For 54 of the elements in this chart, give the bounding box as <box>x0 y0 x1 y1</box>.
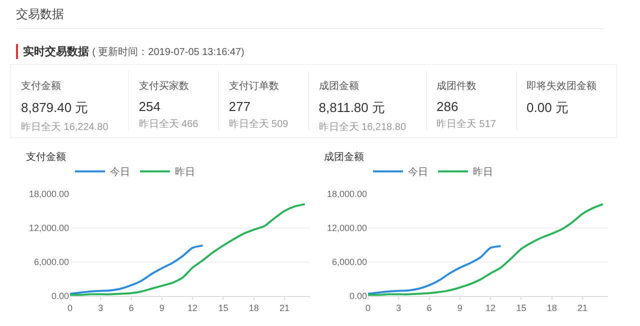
x-tick-label: 3 <box>396 302 402 313</box>
x-tick-label: 6 <box>426 302 432 313</box>
x-tick-label: 21 <box>279 302 290 313</box>
x-tick-label: 3 <box>98 302 104 313</box>
legend-label: 昨日 <box>473 166 493 178</box>
x-tick-label: 0 <box>365 302 371 313</box>
y-tick-label: 18,000.00 <box>28 189 69 200</box>
y-tick-label: 0.00 <box>349 291 367 302</box>
x-tick-label: 12 <box>486 302 496 313</box>
text: 286 <box>436 99 458 114</box>
x-tick-label: 15 <box>516 302 526 313</box>
text: 昨日全天 509 <box>228 118 290 131</box>
x-tick-label: 18 <box>248 302 259 313</box>
text: 交易数据 <box>16 6 64 23</box>
category-label: 成团金额 <box>318 80 360 93</box>
category-label: 支付买家数 <box>138 80 190 93</box>
x-tick-label: 0 <box>67 302 73 313</box>
category-label: 支付订单数 <box>228 80 280 93</box>
text: 昨日全天 517 <box>436 118 497 131</box>
legend-label: 昨日 <box>175 166 195 178</box>
chart-title: 支付金额 <box>26 150 66 163</box>
y-tick-label: 12,000.00 <box>326 223 367 234</box>
text: 实时交易数据 <box>23 46 89 58</box>
chart-title: 成团金额 <box>324 150 364 163</box>
text: 昨日全天 16,218.80 <box>318 121 408 134</box>
category-label: 即将失效团金额 <box>526 80 598 93</box>
x-tick-label: 21 <box>577 302 588 313</box>
line-series <box>70 203 306 296</box>
x-tick-label: 6 <box>128 302 134 313</box>
x-tick-label: 9 <box>457 302 462 313</box>
y-tick-label: 6,000.00 <box>34 257 69 268</box>
text: 277 <box>228 99 250 114</box>
line-series <box>368 245 502 295</box>
legend-label: 今日 <box>110 166 130 178</box>
text: 昨日全天 466 <box>138 118 200 131</box>
x-tick-label: 15 <box>218 302 228 313</box>
y-tick-label: 12,000.00 <box>28 223 69 234</box>
y-tick-label: 6,000.00 <box>332 257 367 268</box>
line-series <box>70 244 204 295</box>
text: 昨日全天 16,224.80 <box>21 121 110 134</box>
x-tick-label: 18 <box>546 302 557 313</box>
text: 0.00 元 <box>526 100 568 115</box>
legend-label: 今日 <box>408 166 428 178</box>
y-tick-label: 18,000.00 <box>326 189 367 200</box>
x-tick-label: 12 <box>188 302 198 313</box>
category-label: 支付金额 <box>21 80 62 93</box>
line-series <box>368 203 604 296</box>
text: ( 更新时间：2019-07-05 13:16:47) <box>92 47 244 58</box>
text: 8,811.80 元 <box>318 100 386 115</box>
x-tick-label: 9 <box>159 302 164 313</box>
y-tick-label: 0.00 <box>51 291 69 302</box>
category-label: 成团件数 <box>436 80 478 93</box>
text: 254 <box>138 99 160 114</box>
text: 8,879.40 元 <box>21 100 88 115</box>
